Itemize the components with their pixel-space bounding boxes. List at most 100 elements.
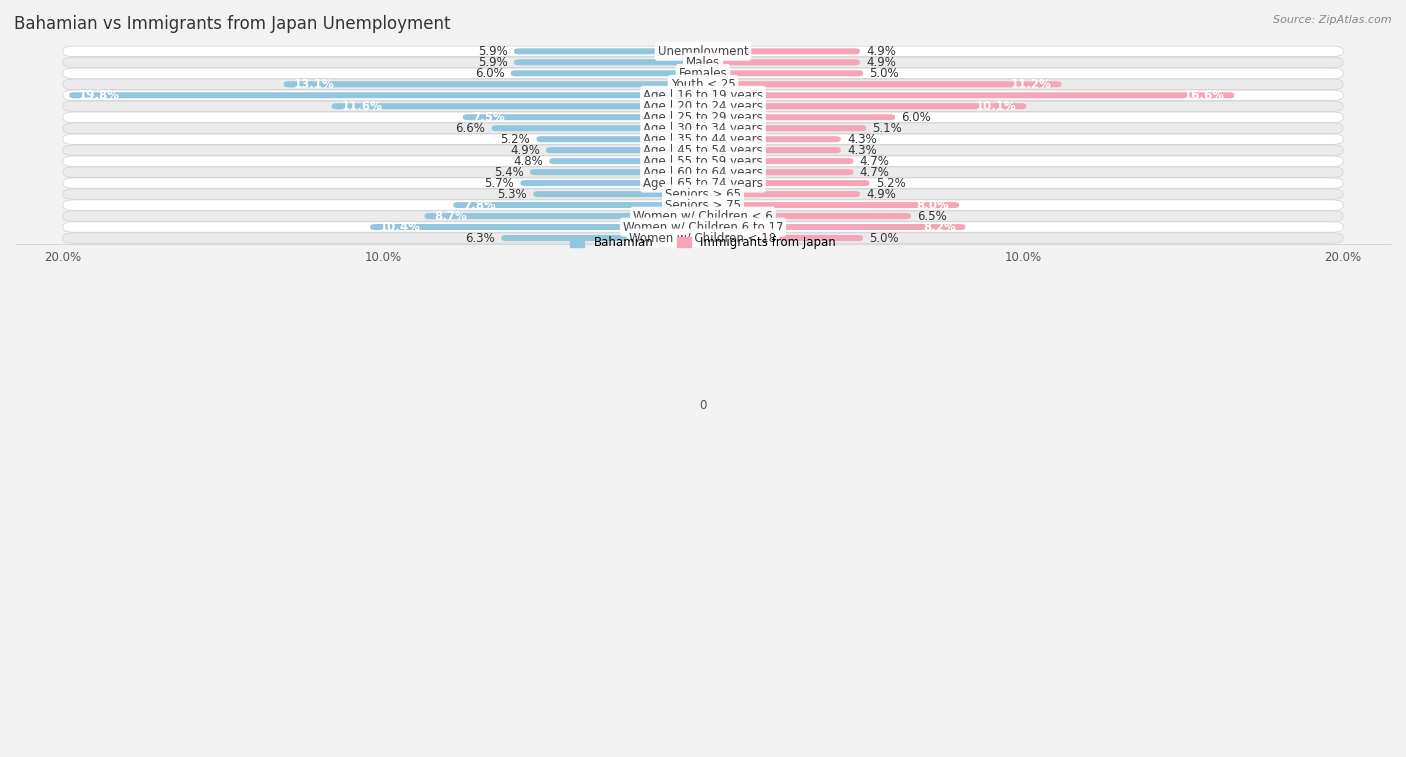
- Text: Age | 20 to 24 years: Age | 20 to 24 years: [643, 100, 763, 113]
- FancyBboxPatch shape: [63, 233, 1343, 243]
- FancyBboxPatch shape: [703, 114, 896, 120]
- FancyBboxPatch shape: [530, 169, 703, 175]
- FancyBboxPatch shape: [703, 202, 959, 208]
- Text: 11.2%: 11.2%: [1011, 78, 1052, 91]
- FancyBboxPatch shape: [63, 46, 1343, 57]
- FancyBboxPatch shape: [703, 213, 911, 219]
- Text: 5.1%: 5.1%: [873, 122, 903, 135]
- FancyBboxPatch shape: [63, 156, 1343, 167]
- Text: Age | 35 to 44 years: Age | 35 to 44 years: [643, 132, 763, 145]
- FancyBboxPatch shape: [63, 167, 1343, 177]
- FancyBboxPatch shape: [515, 48, 703, 55]
- Text: Women w/ Children < 18: Women w/ Children < 18: [630, 232, 776, 245]
- Text: 7.8%: 7.8%: [463, 198, 496, 211]
- FancyBboxPatch shape: [63, 79, 1343, 89]
- Text: Women w/ Children < 6: Women w/ Children < 6: [633, 210, 773, 223]
- Text: 16.6%: 16.6%: [1184, 89, 1225, 101]
- FancyBboxPatch shape: [492, 125, 703, 131]
- FancyBboxPatch shape: [63, 200, 1343, 210]
- Text: 6.0%: 6.0%: [901, 111, 931, 123]
- FancyBboxPatch shape: [63, 90, 1343, 101]
- Text: Males: Males: [686, 56, 720, 69]
- Text: 4.9%: 4.9%: [866, 56, 896, 69]
- Text: Seniors > 75: Seniors > 75: [665, 198, 741, 211]
- FancyBboxPatch shape: [550, 158, 703, 164]
- FancyBboxPatch shape: [533, 191, 703, 197]
- FancyBboxPatch shape: [69, 92, 703, 98]
- FancyBboxPatch shape: [703, 169, 853, 175]
- FancyBboxPatch shape: [703, 59, 860, 65]
- FancyBboxPatch shape: [703, 224, 966, 230]
- Text: 5.3%: 5.3%: [498, 188, 527, 201]
- Text: 8.7%: 8.7%: [434, 210, 467, 223]
- FancyBboxPatch shape: [703, 81, 1062, 87]
- FancyBboxPatch shape: [703, 136, 841, 142]
- Text: Seniors > 65: Seniors > 65: [665, 188, 741, 201]
- Text: 4.3%: 4.3%: [846, 132, 877, 145]
- Text: 13.1%: 13.1%: [294, 78, 335, 91]
- FancyBboxPatch shape: [515, 59, 703, 65]
- FancyBboxPatch shape: [63, 211, 1343, 221]
- FancyBboxPatch shape: [546, 147, 703, 153]
- Text: 4.7%: 4.7%: [860, 166, 890, 179]
- Text: 5.0%: 5.0%: [869, 67, 898, 79]
- Text: 6.3%: 6.3%: [465, 232, 495, 245]
- FancyBboxPatch shape: [63, 101, 1343, 111]
- Text: 5.9%: 5.9%: [478, 56, 508, 69]
- Text: 11.6%: 11.6%: [342, 100, 382, 113]
- FancyBboxPatch shape: [332, 103, 703, 109]
- Text: 19.8%: 19.8%: [79, 89, 120, 101]
- Text: 6.0%: 6.0%: [475, 67, 505, 79]
- Text: Bahamian vs Immigrants from Japan Unemployment: Bahamian vs Immigrants from Japan Unempl…: [14, 15, 450, 33]
- FancyBboxPatch shape: [63, 145, 1343, 155]
- Text: 8.0%: 8.0%: [917, 198, 949, 211]
- Text: 0: 0: [699, 399, 707, 412]
- FancyBboxPatch shape: [703, 147, 841, 153]
- Text: Unemployment: Unemployment: [658, 45, 748, 58]
- Legend: Bahamian, Immigrants from Japan: Bahamian, Immigrants from Japan: [569, 236, 837, 249]
- Text: 6.6%: 6.6%: [456, 122, 485, 135]
- FancyBboxPatch shape: [703, 191, 860, 197]
- Text: 4.9%: 4.9%: [866, 188, 896, 201]
- FancyBboxPatch shape: [63, 134, 1343, 145]
- Text: Age | 45 to 54 years: Age | 45 to 54 years: [643, 144, 763, 157]
- FancyBboxPatch shape: [63, 68, 1343, 79]
- Text: Age | 30 to 34 years: Age | 30 to 34 years: [643, 122, 763, 135]
- Text: 5.0%: 5.0%: [869, 232, 898, 245]
- FancyBboxPatch shape: [703, 180, 869, 186]
- Text: Age | 25 to 29 years: Age | 25 to 29 years: [643, 111, 763, 123]
- FancyBboxPatch shape: [703, 92, 1234, 98]
- FancyBboxPatch shape: [425, 213, 703, 219]
- FancyBboxPatch shape: [63, 112, 1343, 123]
- Text: Age | 65 to 74 years: Age | 65 to 74 years: [643, 176, 763, 189]
- Text: 10.4%: 10.4%: [380, 220, 420, 234]
- FancyBboxPatch shape: [703, 48, 860, 55]
- FancyBboxPatch shape: [703, 70, 863, 76]
- Text: Source: ZipAtlas.com: Source: ZipAtlas.com: [1274, 15, 1392, 25]
- Text: 8.2%: 8.2%: [924, 220, 956, 234]
- Text: 4.9%: 4.9%: [510, 144, 540, 157]
- Text: 5.9%: 5.9%: [478, 45, 508, 58]
- FancyBboxPatch shape: [284, 81, 703, 87]
- FancyBboxPatch shape: [453, 202, 703, 208]
- FancyBboxPatch shape: [63, 189, 1343, 199]
- FancyBboxPatch shape: [510, 70, 703, 76]
- Text: 10.1%: 10.1%: [976, 100, 1017, 113]
- Text: 4.9%: 4.9%: [866, 45, 896, 58]
- Text: Age | 16 to 19 years: Age | 16 to 19 years: [643, 89, 763, 101]
- Text: 5.4%: 5.4%: [494, 166, 524, 179]
- FancyBboxPatch shape: [537, 136, 703, 142]
- Text: Youth < 25: Youth < 25: [671, 78, 735, 91]
- Text: Females: Females: [679, 67, 727, 79]
- FancyBboxPatch shape: [463, 114, 703, 120]
- Text: 4.3%: 4.3%: [846, 144, 877, 157]
- Text: 6.5%: 6.5%: [917, 210, 948, 223]
- Text: Age | 60 to 64 years: Age | 60 to 64 years: [643, 166, 763, 179]
- FancyBboxPatch shape: [703, 158, 853, 164]
- FancyBboxPatch shape: [63, 123, 1343, 133]
- Text: 4.8%: 4.8%: [513, 154, 543, 167]
- Text: Age | 55 to 59 years: Age | 55 to 59 years: [643, 154, 763, 167]
- Text: Women w/ Children 6 to 17: Women w/ Children 6 to 17: [623, 220, 783, 234]
- FancyBboxPatch shape: [703, 235, 863, 241]
- FancyBboxPatch shape: [703, 103, 1026, 109]
